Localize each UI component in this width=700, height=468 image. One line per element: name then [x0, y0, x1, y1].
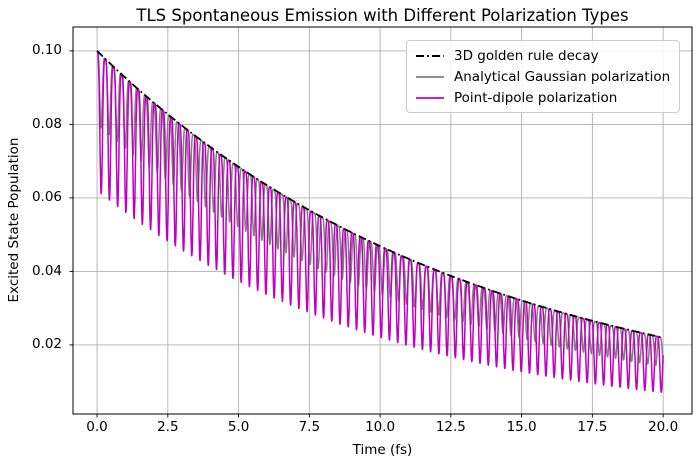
y-tick-label: 0.02 [31, 336, 62, 353]
series-line-0 [96, 50, 664, 339]
plot-border [72, 26, 693, 415]
gray-line-icon [416, 75, 444, 78]
x-tick-label: 5.0 [227, 419, 250, 435]
x-tick-label: 7.5 [298, 419, 321, 435]
y-tick-label: 0.04 [31, 262, 62, 279]
x-tick-label: 2.5 [157, 419, 179, 435]
legend-label: 3D golden rule decay [454, 47, 599, 64]
legend-entry-golden-rule: 3D golden rule decay [415, 45, 670, 66]
x-axis-label: Time (fs) [352, 442, 413, 458]
y-tick-label: 0.08 [31, 115, 62, 132]
x-tick-label: 20.0 [648, 419, 679, 435]
x-tick-label: 15.0 [506, 419, 537, 435]
x-tick-label: 17.5 [577, 419, 608, 435]
y-tick-label: 0.10 [31, 42, 62, 59]
dashdot-line-icon [416, 54, 444, 57]
legend-label: Point-dipole polarization [454, 89, 618, 106]
y-tick-label: 0.06 [31, 189, 62, 206]
legend-label: Analytical Gaussian polarization [454, 68, 671, 85]
legend: 3D golden rule decay Analytical Gaussian… [406, 40, 681, 113]
legend-entry-gaussian: Analytical Gaussian polarization [415, 66, 670, 87]
x-tick-label: 10.0 [365, 419, 396, 435]
x-tick-label: 12.5 [435, 419, 466, 435]
chart-title: TLS Spontaneous Emission with Different … [136, 6, 629, 25]
series-line-2 [96, 50, 664, 394]
legend-entry-point-dipole: Point-dipole polarization [415, 87, 670, 108]
magenta-line-icon [416, 96, 444, 99]
x-tick-label: 0.0 [86, 419, 108, 435]
